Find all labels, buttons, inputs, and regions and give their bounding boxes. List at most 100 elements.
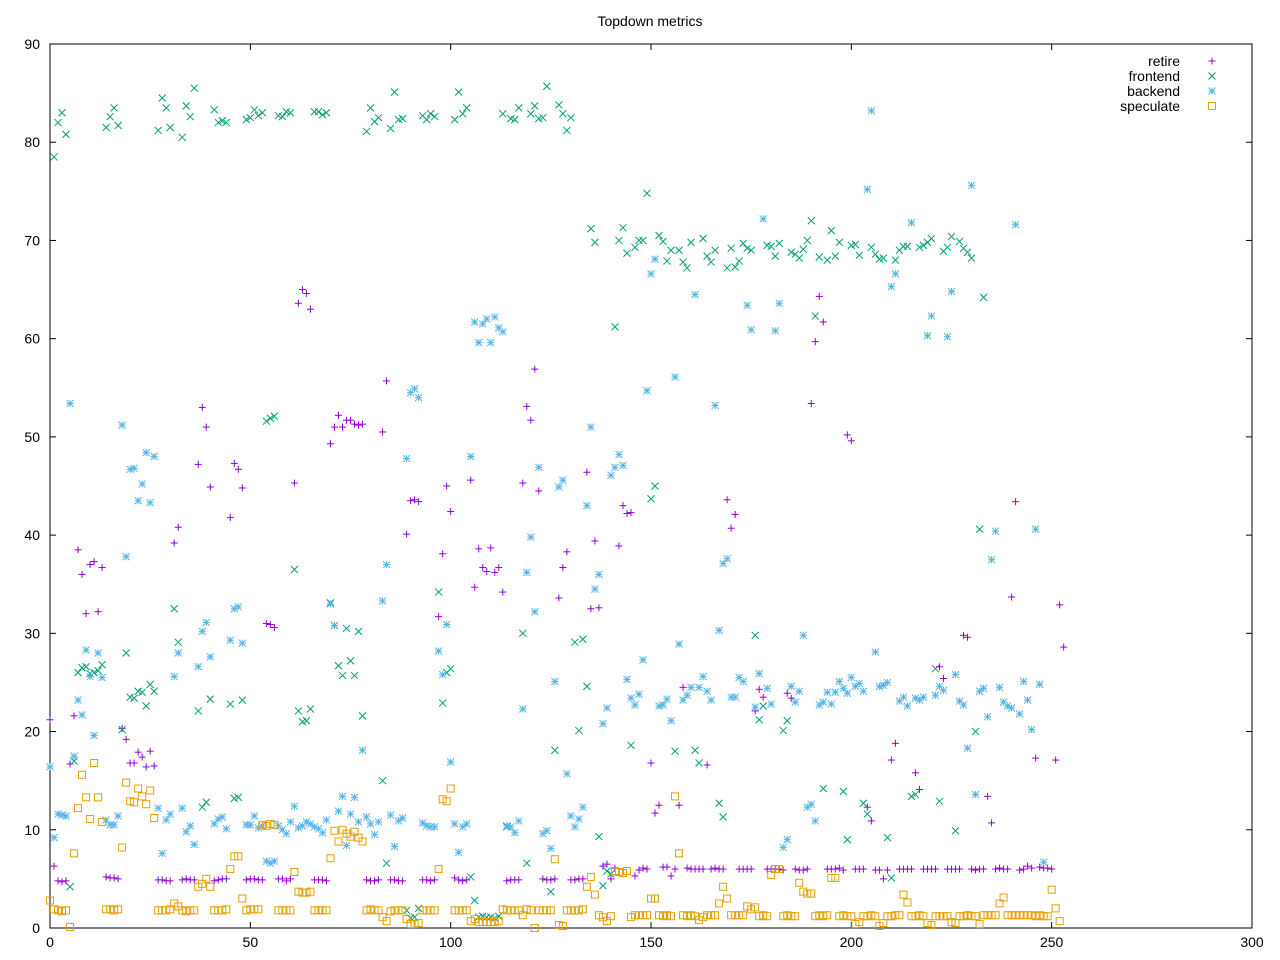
speculate-point bbox=[458, 906, 467, 915]
y-tick-label: 50 bbox=[24, 429, 40, 445]
speculate-point bbox=[82, 793, 91, 802]
backend-point bbox=[887, 282, 896, 291]
legend-marker-speculate bbox=[1208, 102, 1216, 110]
speculate-point bbox=[198, 879, 207, 888]
backend-point bbox=[534, 463, 543, 472]
speculate-point bbox=[1051, 904, 1060, 913]
speculate-point bbox=[306, 887, 315, 896]
retire-point bbox=[595, 604, 603, 612]
speculate-point bbox=[979, 911, 988, 920]
frontend-point bbox=[579, 635, 587, 644]
retire-point bbox=[130, 759, 138, 767]
speculate-point bbox=[799, 887, 808, 896]
retire-point bbox=[711, 864, 719, 872]
speculate-point bbox=[138, 792, 147, 801]
speculate-point bbox=[642, 911, 651, 920]
frontend-point bbox=[719, 813, 727, 821]
frontend-point bbox=[919, 241, 928, 250]
speculate-point bbox=[659, 912, 668, 921]
speculate-point bbox=[855, 918, 864, 927]
retire-point bbox=[559, 564, 567, 572]
speculate-point bbox=[867, 911, 876, 920]
frontend-point bbox=[687, 238, 695, 247]
backend-point bbox=[1031, 525, 1040, 534]
backend-point bbox=[66, 399, 74, 408]
backend-point bbox=[703, 687, 711, 696]
speculate-point bbox=[486, 918, 495, 927]
speculate-point bbox=[594, 911, 603, 920]
backend-point bbox=[783, 835, 792, 844]
frontend-point bbox=[146, 680, 155, 689]
frontend-point bbox=[426, 109, 435, 118]
backend-point bbox=[791, 698, 800, 706]
speculate-point bbox=[314, 906, 323, 915]
retire-point bbox=[423, 876, 431, 884]
frontend-point bbox=[575, 726, 583, 735]
retire-point bbox=[879, 875, 887, 883]
speculate-point bbox=[622, 867, 631, 876]
backend-point bbox=[510, 828, 519, 837]
frontend-point bbox=[238, 696, 247, 704]
backend-point bbox=[571, 822, 579, 831]
speculate-point bbox=[911, 912, 920, 921]
backend-point bbox=[470, 318, 479, 326]
legend-marker-retire bbox=[1208, 57, 1216, 65]
frontend-point bbox=[695, 759, 703, 767]
retire-point bbox=[671, 865, 679, 873]
frontend-point bbox=[434, 588, 443, 596]
backend-point bbox=[1015, 710, 1024, 718]
backend-point bbox=[815, 701, 824, 709]
retire-point bbox=[182, 875, 190, 883]
backend-point bbox=[803, 803, 812, 812]
speculate-point bbox=[959, 912, 968, 921]
speculate-point bbox=[823, 911, 832, 920]
backend-point bbox=[234, 602, 243, 611]
frontend-point bbox=[302, 716, 311, 725]
backend-point bbox=[46, 763, 54, 771]
speculate-point bbox=[735, 911, 744, 920]
speculate-point bbox=[510, 906, 519, 915]
frontend-point bbox=[430, 112, 439, 121]
frontend-point bbox=[222, 118, 231, 127]
speculate-point bbox=[218, 906, 227, 915]
frontend-point bbox=[611, 323, 619, 331]
retire-point bbox=[222, 875, 230, 883]
speculate-point bbox=[490, 918, 499, 927]
retire-point bbox=[911, 769, 919, 777]
frontend-point bbox=[254, 111, 263, 120]
speculate-point bbox=[114, 905, 123, 914]
speculate-point bbox=[122, 778, 131, 787]
backend-point bbox=[1027, 725, 1036, 734]
frontend-point bbox=[462, 103, 471, 112]
speculate-point bbox=[859, 912, 868, 921]
speculate-point bbox=[110, 906, 119, 915]
speculate-point bbox=[935, 912, 944, 921]
retire-point bbox=[262, 620, 270, 628]
backend-point bbox=[963, 744, 972, 753]
backend-point bbox=[631, 701, 639, 709]
frontend-point bbox=[378, 776, 387, 785]
speculate-point bbox=[426, 906, 435, 915]
frontend-point bbox=[727, 244, 735, 253]
speculate-point bbox=[755, 912, 764, 921]
frontend-point bbox=[927, 234, 936, 243]
speculate-point bbox=[687, 911, 696, 920]
backend-point bbox=[939, 686, 948, 695]
retire-point bbox=[174, 523, 182, 531]
retire-point bbox=[415, 498, 423, 506]
frontend-point bbox=[795, 254, 804, 262]
speculate-point bbox=[743, 902, 752, 911]
frontend-point bbox=[715, 799, 723, 808]
frontend-point bbox=[751, 631, 760, 640]
retire-point bbox=[847, 437, 855, 445]
backend-point bbox=[202, 618, 211, 627]
retire-point bbox=[523, 402, 531, 410]
speculate-point bbox=[839, 911, 848, 920]
frontend-point bbox=[142, 702, 151, 710]
speculate-point bbox=[194, 882, 203, 891]
frontend-point bbox=[450, 115, 459, 124]
backend-point bbox=[270, 857, 279, 866]
frontend-point bbox=[971, 727, 980, 736]
backend-point bbox=[394, 817, 403, 825]
backend-point bbox=[290, 802, 299, 811]
